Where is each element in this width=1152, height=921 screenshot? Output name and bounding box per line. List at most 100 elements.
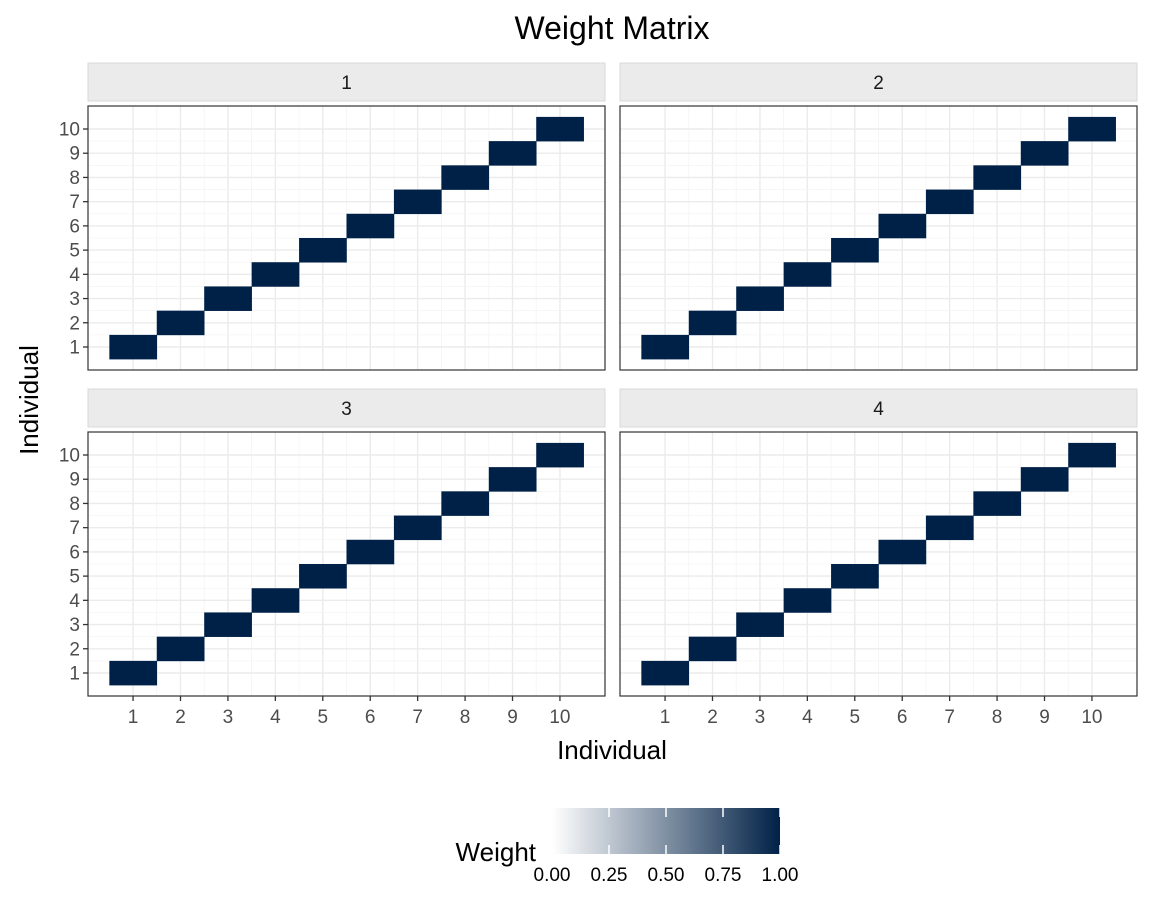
facet-panel-3: 3 1 2 3 4 5 6 7 8 9 10 1 2 3 4 5 6 7 8 9 10 [59, 388, 606, 728]
panel-border [87, 105, 606, 371]
heatmap-cell-x8-y8 [973, 491, 1022, 516]
y-tick-label: 10 [59, 446, 80, 467]
x-axis-label: Individual [557, 735, 667, 765]
x-tick-label: 9 [1039, 707, 1050, 728]
heatmap-cell-x1-y1 [641, 334, 690, 360]
x-tick-label: 5 [849, 707, 860, 728]
legend-tick-label: 0.25 [591, 865, 628, 886]
y-tick-label: 5 [69, 241, 80, 262]
heatmap-cell-x5-y5 [831, 238, 879, 263]
legend-title: Weight [456, 837, 537, 867]
heatmap-cell-x6-y6 [346, 213, 395, 239]
facet-strip [619, 388, 1138, 428]
facet-strip-label: 3 [341, 399, 352, 420]
heatmap-cell-x3-y3 [204, 612, 252, 637]
heatmap-cell-x7-y7 [393, 189, 442, 215]
legend-tick-label: 0.50 [648, 865, 685, 886]
heatmap-cell-x3-y3 [204, 286, 252, 311]
y-tick-label: 3 [69, 289, 80, 310]
heatmap-cell-x6-y6 [878, 213, 927, 239]
facet-panels: 1 1 2 3 4 5 6 7 8 9 10 2 3 1 2 3 4 5 6 7 8 9 10 1 2 3 4 5 6 7 8 9 10 4 1 2 3… [59, 62, 1138, 728]
x-tick-label: 5 [317, 707, 328, 728]
facet-strip [619, 62, 1138, 102]
y-tick-label: 1 [69, 337, 80, 358]
y-tick-label: 5 [69, 567, 80, 588]
x-tick-label: 8 [460, 707, 471, 728]
y-tick-label: 6 [69, 216, 80, 237]
heatmap-cell-x9-y9 [1020, 467, 1069, 492]
heatmap-cell-x4-y4 [251, 588, 300, 613]
heatmap-cell-x10-y10 [536, 116, 584, 142]
heatmap-cell-x4-y4 [783, 588, 832, 613]
facet-panel-2: 2 [619, 62, 1138, 371]
legend-tick-label: 0.75 [705, 865, 742, 886]
y-tick-label: 6 [69, 542, 80, 563]
y-tick-label: 7 [69, 192, 80, 213]
heatmap-cell-x5-y5 [831, 564, 879, 589]
x-tick-label: 1 [128, 707, 139, 728]
x-tick-label: 3 [755, 707, 766, 728]
heatmap-cell-x9-y9 [1020, 141, 1069, 166]
facet-strip-label: 1 [341, 73, 352, 94]
heatmap-cell-x5-y5 [299, 564, 347, 589]
heatmap-cell-x2-y2 [688, 310, 737, 336]
heatmap-cell-x8-y8 [441, 491, 490, 516]
heatmap-cell-x5-y5 [299, 238, 347, 263]
x-tick-label: 2 [175, 707, 186, 728]
heatmap-cell-x10-y10 [1068, 442, 1116, 468]
heatmap-cell-x10-y10 [1068, 116, 1116, 142]
y-tick-label: 3 [69, 615, 80, 636]
x-tick-label: 9 [507, 707, 518, 728]
heatmap-cell-x2-y2 [156, 310, 205, 336]
heatmap-cell-x1-y1 [641, 660, 690, 686]
x-tick-label: 4 [270, 707, 281, 728]
heatmap-cell-x9-y9 [488, 467, 537, 492]
facet-strip [87, 388, 606, 428]
panel-border [619, 431, 1138, 697]
y-tick-label: 4 [69, 265, 80, 286]
facet-strip-label: 4 [873, 399, 884, 420]
heatmap-cell-x4-y4 [251, 262, 300, 287]
x-tick-label: 7 [412, 707, 423, 728]
heatmap-cell-x9-y9 [488, 141, 537, 166]
x-tick-label: 4 [802, 707, 813, 728]
y-tick-label: 7 [69, 518, 80, 539]
panel-border [87, 431, 606, 697]
y-tick-label: 4 [69, 591, 80, 612]
heatmap-cell-x1-y1 [109, 660, 158, 686]
y-tick-label: 9 [69, 144, 80, 165]
facet-strip-label: 2 [873, 73, 884, 94]
facet-panel-4: 4 1 2 3 4 5 6 7 8 9 10 [619, 388, 1138, 728]
facet-panel-1: 1 1 2 3 4 5 6 7 8 9 10 [59, 62, 606, 371]
x-tick-label: 3 [223, 707, 234, 728]
heatmap-cell-x7-y7 [925, 515, 974, 541]
legend-tick-label: 0.00 [534, 865, 571, 886]
y-tick-label: 10 [59, 120, 80, 141]
x-tick-label: 6 [365, 707, 376, 728]
x-tick-label: 1 [660, 707, 671, 728]
facet-strip [87, 62, 606, 102]
heatmap-cell-x6-y6 [346, 539, 395, 565]
heatmap-cell-x7-y7 [925, 189, 974, 215]
y-tick-label: 8 [69, 168, 80, 189]
heatmap-cell-x2-y2 [688, 636, 737, 662]
heatmap-cell-x3-y3 [736, 612, 784, 637]
heatmap-cell-x6-y6 [878, 539, 927, 565]
y-tick-label: 1 [69, 663, 80, 684]
panel-border [619, 105, 1138, 371]
heatmap-cell-x1-y1 [109, 334, 158, 360]
y-tick-label: 9 [69, 470, 80, 491]
y-axis-label: Individual [14, 345, 44, 455]
chart-title: Weight Matrix [514, 10, 709, 46]
heatmap-cell-x8-y8 [441, 165, 490, 190]
legend-tick-label: 1.00 [762, 865, 799, 886]
y-tick-label: 2 [69, 313, 80, 334]
x-tick-label: 2 [707, 707, 718, 728]
x-tick-label: 8 [992, 707, 1003, 728]
heatmap-cell-x7-y7 [393, 515, 442, 541]
color-legend: Weight 0.00 0.25 0.50 0.75 1.00 [456, 808, 799, 886]
x-tick-label: 10 [1081, 707, 1102, 728]
y-tick-label: 2 [69, 639, 80, 660]
